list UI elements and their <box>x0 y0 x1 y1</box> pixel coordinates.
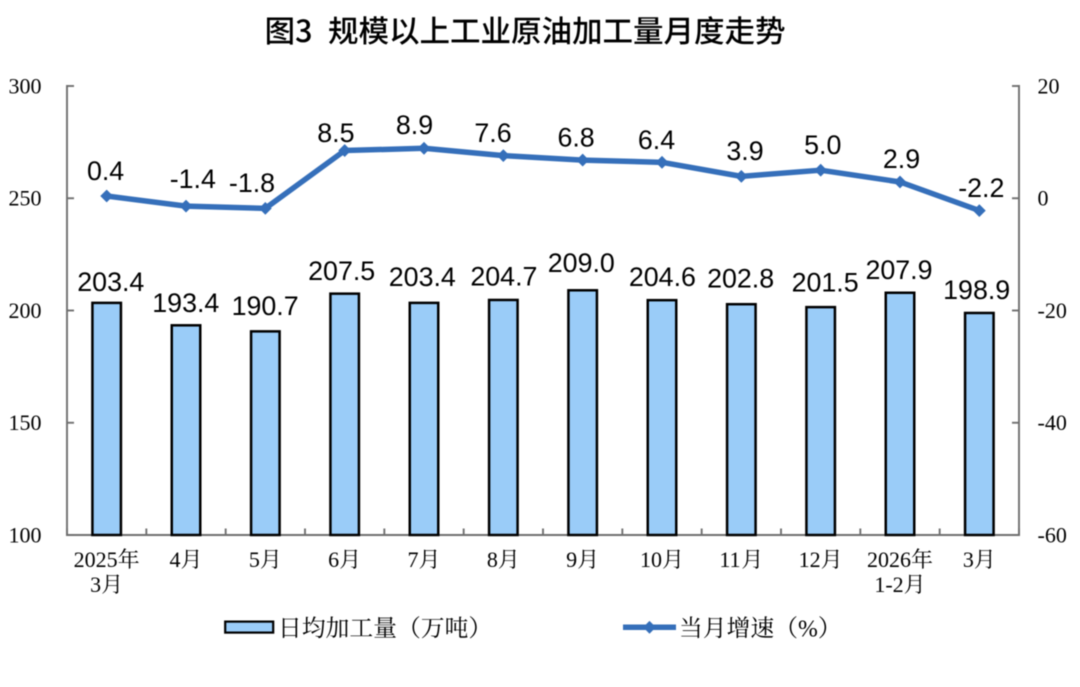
svg-text:6.4: 6.4 <box>638 125 675 155</box>
svg-text:201.5: 201.5 <box>792 268 859 298</box>
svg-text:7: 7 <box>408 547 419 572</box>
svg-text:300: 300 <box>9 73 42 98</box>
svg-text:2.9: 2.9 <box>883 144 920 174</box>
svg-text:12: 12 <box>799 547 821 572</box>
svg-text:207.9: 207.9 <box>865 255 932 285</box>
svg-text:209.0: 209.0 <box>548 248 615 278</box>
svg-text:1-2: 1-2 <box>874 572 903 597</box>
svg-text:-20: -20 <box>1038 298 1067 323</box>
svg-text:0: 0 <box>1038 186 1049 211</box>
svg-text:-40: -40 <box>1038 410 1067 435</box>
svg-text:7.6: 7.6 <box>474 118 511 148</box>
svg-text:2026: 2026 <box>867 547 911 572</box>
svg-text:203.4: 203.4 <box>77 267 144 297</box>
svg-text:4: 4 <box>170 547 181 572</box>
svg-text:0.4: 0.4 <box>87 156 124 186</box>
svg-text:150: 150 <box>9 410 42 435</box>
svg-text:8: 8 <box>487 547 498 572</box>
svg-text:204.7: 204.7 <box>470 262 537 292</box>
svg-text:207.5: 207.5 <box>308 256 375 286</box>
svg-text:203.4: 203.4 <box>389 262 456 292</box>
svg-text:8.9: 8.9 <box>396 110 433 140</box>
svg-text:3: 3 <box>90 572 101 597</box>
svg-text:6.8: 6.8 <box>557 123 594 153</box>
svg-text:9: 9 <box>566 547 577 572</box>
svg-text:250: 250 <box>9 186 42 211</box>
svg-text:3.9: 3.9 <box>726 136 763 166</box>
svg-text:-2.2: -2.2 <box>958 173 1004 203</box>
svg-text:3: 3 <box>963 547 974 572</box>
svg-text:193.4: 193.4 <box>152 288 219 318</box>
svg-text:6: 6 <box>328 547 339 572</box>
svg-text:100: 100 <box>9 522 42 547</box>
svg-text:202.8: 202.8 <box>707 264 774 294</box>
svg-text:8.5: 8.5 <box>317 118 354 148</box>
svg-text:5: 5 <box>249 547 260 572</box>
svg-text:198.9: 198.9 <box>943 275 1010 305</box>
svg-text:204.6: 204.6 <box>629 262 696 292</box>
svg-text:-1.4: -1.4 <box>170 164 216 194</box>
svg-text:5.0: 5.0 <box>804 130 841 160</box>
svg-text:11: 11 <box>719 547 740 572</box>
svg-text:-1.8: -1.8 <box>229 168 275 198</box>
svg-text:2025: 2025 <box>74 547 118 572</box>
svg-text:10: 10 <box>640 547 662 572</box>
svg-text:-60: -60 <box>1038 522 1067 547</box>
svg-text:190.7: 190.7 <box>232 291 299 321</box>
svg-text:200: 200 <box>9 298 42 323</box>
svg-text:20: 20 <box>1038 73 1060 98</box>
